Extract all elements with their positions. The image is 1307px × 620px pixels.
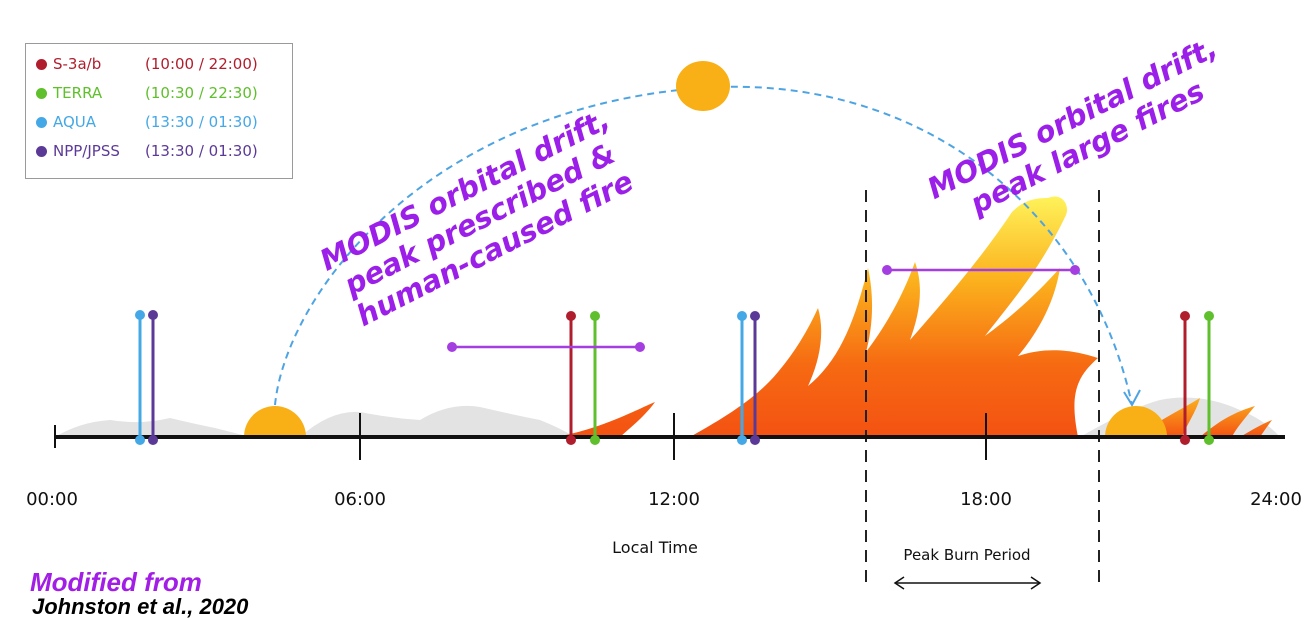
peak-burn-arrow-left-head <box>893 576 905 590</box>
overpass-terra-night <box>1204 311 1214 445</box>
fire-shape <box>555 196 1098 437</box>
axis-tick-label: 18:00 <box>960 489 1012 510</box>
legend-dot-icon <box>36 58 47 70</box>
legend-item: NPP/JPSS (13:30 / 01:30) <box>36 139 258 163</box>
drift-range-large-fires <box>882 265 1080 275</box>
legend-times: (13:30 / 01:30) <box>145 113 258 131</box>
legend-dot-icon <box>36 87 47 99</box>
legend-name: NPP/JPSS <box>53 142 120 160</box>
drift-range-prescribed <box>447 342 645 352</box>
sun-path-arrowhead <box>1123 389 1141 408</box>
sunrise-sun <box>244 406 306 437</box>
overpass-terra-day <box>590 311 600 445</box>
legend-times: (10:30 / 22:30) <box>145 84 258 102</box>
peak-burn-arrow-right-head <box>1030 576 1042 590</box>
satellite-legend: S-3a/b (10:00 / 22:00) TERRA (10:30 / 22… <box>25 43 293 179</box>
overpass-s3-day <box>566 311 576 445</box>
fire-shape-small <box>1135 398 1272 437</box>
credit-line-2: Johnston et al., 2020 <box>32 594 249 619</box>
legend-name: AQUA <box>53 113 97 131</box>
legend-dot-icon <box>36 116 47 128</box>
axis-tick-label: 06:00 <box>334 489 386 510</box>
legend-item: AQUA (13:30 / 01:30) <box>36 110 258 134</box>
axis-tick-label: 00:00 <box>26 489 78 510</box>
axis-title: Local Time <box>612 538 698 557</box>
overpass-aqua-day <box>737 311 747 445</box>
overpass-s3-night <box>1180 311 1190 445</box>
diagram-canvas: S-3a/b (10:00 / 22:00) TERRA (10:30 / 22… <box>25 30 1302 619</box>
credit-line-1: Modified from <box>30 567 202 597</box>
overpass-npp-day <box>750 311 760 445</box>
midday-sun <box>676 61 730 111</box>
legend-item: TERRA (10:30 / 22:30) <box>36 81 258 105</box>
overpass-aqua-night <box>135 310 145 445</box>
legend-name: TERRA <box>53 84 103 102</box>
legend-times: (10:00 / 22:00) <box>145 55 258 73</box>
legend-times: (13:30 / 01:30) <box>145 142 258 160</box>
sunset-sun <box>1105 406 1167 437</box>
axis-tick-label: 12:00 <box>648 489 700 510</box>
diagram-graphics <box>54 61 1285 590</box>
legend-item: S-3a/b (10:00 / 22:00) <box>36 52 258 76</box>
background-terrain <box>55 397 1280 437</box>
peak-burn-label: Peak Burn Period <box>903 546 1031 564</box>
overpass-npp-night <box>148 310 158 445</box>
legend-name: S-3a/b <box>53 55 102 73</box>
axis-tick-label: 24:00 <box>1250 489 1302 510</box>
legend-dot-icon <box>36 145 47 157</box>
